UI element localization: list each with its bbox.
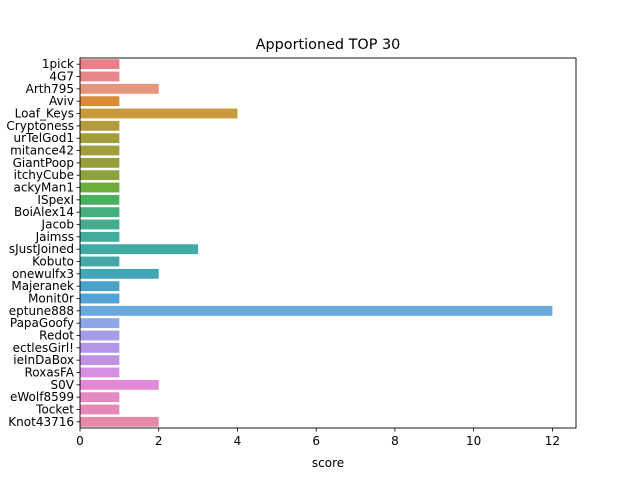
y-tick-label: RoxasFA [25,366,75,380]
y-tick-label: Knot43716 [8,415,74,429]
bar-29 [80,416,159,427]
x-tick-label: 6 [312,434,320,448]
y-tick-label: Monit0r [28,292,74,306]
y-tick-label: 1pick [42,57,74,71]
bar-23 [80,342,120,353]
bar-18 [80,281,120,292]
y-tick-label: Kobuto [32,255,74,269]
bar-4 [80,108,238,119]
y-tick-label: ieInDaBox [13,353,74,367]
bar-10 [80,182,120,193]
bar-1 [80,71,120,82]
x-tick-label: 0 [76,434,84,448]
bar-13 [80,219,120,230]
x-tick-label: 12 [545,434,560,448]
x-tick-label: 2 [155,434,163,448]
bar-0 [80,59,120,70]
y-tick-label: Jaimss [35,230,74,244]
x-tick-label: 4 [234,434,242,448]
bar-20 [80,305,553,316]
bar-17 [80,268,159,279]
x-axis-ticks: 0 2 4 6 8 10 12 [76,428,560,448]
plot-frame [79,57,577,429]
y-tick-label: 4G7 [49,70,74,84]
y-tick-label: S0V [51,378,75,392]
y-tick-label: Arth795 [26,82,74,96]
chart-title: Apportioned TOP 30 [256,37,401,53]
bar-21 [80,318,120,329]
bar-19 [80,293,120,304]
bar-26 [80,379,159,390]
bar-11 [80,194,120,205]
bar-27 [80,392,120,403]
y-tick-label: urTelGod1 [14,131,74,145]
y-tick-label: ectlesGirl! [13,341,74,355]
bar-16 [80,256,120,267]
y-tick-label: mitance42 [10,144,74,158]
bar-14 [80,231,120,242]
x-tick-label: 8 [391,434,399,448]
y-axis-ticks: 1pick4G7Arth795AvivLoaf_KeysCryptonessur… [6,57,80,429]
y-tick-label: Tocket [35,403,74,417]
bar-6 [80,133,120,144]
bar-12 [80,207,120,218]
bar-3 [80,96,120,107]
x-tick-label: 10 [466,434,481,448]
bar-24 [80,355,120,366]
bar-28 [80,404,120,415]
y-tick-label: GiantPoop [13,156,74,170]
x-axis-label: score [312,456,344,470]
y-tick-label: PapaGoofy [10,316,74,330]
bar-2 [80,83,159,94]
y-tick-label: Loaf_Keys [15,107,74,121]
bar-9 [80,170,120,181]
bar-22 [80,330,120,341]
y-tick-label: Aviv [49,94,74,108]
y-tick-label: Cryptoness [6,119,74,133]
bar-7 [80,145,120,156]
bar-8 [80,157,120,168]
y-tick-label: eWolf8599 [10,390,74,404]
y-tick-label: ackyMan1 [13,181,74,195]
y-tick-label: BoiAlex14 [14,205,74,219]
y-tick-label: ISpexI [37,193,74,207]
y-tick-label: Majeranek [11,279,74,293]
y-tick-label: eptune888 [9,304,74,318]
bar-5 [80,120,120,131]
bar-25 [80,367,120,378]
y-tick-label: Redot [39,329,74,343]
y-tick-label: itchyCube [14,168,74,182]
y-tick-label: onewulfx3 [12,267,74,281]
bar-15 [80,244,199,255]
y-tick-label: sJustJoined [9,242,74,256]
y-tick-label: Jacob [41,218,74,232]
bars-layer [80,59,553,427]
